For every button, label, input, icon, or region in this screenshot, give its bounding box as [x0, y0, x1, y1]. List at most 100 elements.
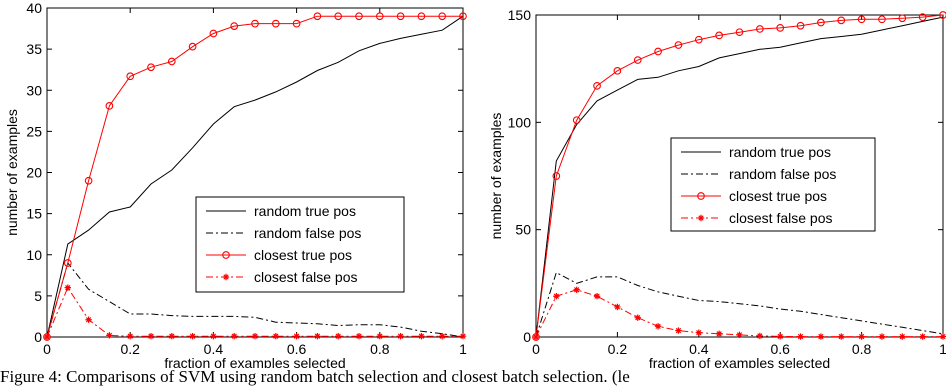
data-point — [939, 333, 946, 340]
data-point — [147, 332, 155, 340]
legend-label: random true pos — [254, 203, 356, 219]
data-point — [375, 12, 384, 21]
series-random-false-pos — [535, 271, 944, 338]
x-tick-label: 1 — [459, 341, 467, 357]
data-point — [396, 12, 405, 21]
data-point — [64, 284, 71, 291]
x-tick-label: 0.8 — [370, 341, 390, 357]
data-point — [459, 12, 467, 21]
series-line — [46, 15, 464, 338]
data-point — [126, 72, 135, 81]
series-random-true-pos — [535, 16, 944, 338]
x-tick-label: 0 — [532, 341, 540, 357]
data-point — [633, 56, 642, 64]
y-tick-label: 35 — [26, 41, 42, 57]
chart-right: 0 0.2 0.4 0.6 0.8 1 0 50 100 150 fraction of examp… — [488, 7, 946, 368]
data-point — [147, 63, 155, 72]
data-point — [84, 176, 93, 185]
legend-swatch-marker — [222, 273, 230, 281]
legend-swatch-marker — [222, 251, 230, 259]
data-point — [654, 47, 662, 56]
legend-box — [195, 196, 405, 293]
data-point — [593, 81, 601, 90]
data-point — [188, 42, 197, 51]
y-tick-label: 40 — [26, 0, 42, 16]
data-point — [418, 332, 425, 340]
data-point — [857, 15, 866, 24]
y-tick-label: 50 — [515, 222, 531, 238]
data-point — [695, 329, 702, 336]
data-point — [674, 41, 683, 49]
data-point — [918, 13, 927, 21]
data-point — [939, 11, 946, 19]
series-line — [535, 14, 944, 338]
legend-box — [670, 137, 876, 232]
data-point — [573, 286, 580, 293]
legend: random true pos random false pos closest t… — [670, 137, 876, 232]
series-line — [535, 271, 944, 338]
data-point — [314, 332, 321, 340]
data-point — [776, 24, 785, 32]
data-point — [715, 31, 723, 40]
data-point — [43, 333, 51, 341]
data-point — [878, 15, 886, 24]
data-point — [878, 333, 886, 340]
legend-label: closest true pos — [254, 247, 352, 263]
legend-label: random true pos — [729, 144, 831, 160]
x-tick-label: 0.4 — [204, 341, 224, 357]
y-axis-label: number of examples — [488, 113, 504, 240]
figure-caption: Figure 4: Comparisons of SVM using rando… — [0, 367, 630, 386]
data-point — [210, 332, 217, 340]
data-point — [209, 29, 218, 38]
data-point — [817, 333, 825, 340]
data-point — [230, 22, 239, 30]
x-tick-label: 0.2 — [608, 341, 628, 357]
series-line — [535, 16, 944, 338]
x-axis-label: fraction of examples selected — [164, 355, 345, 368]
legend-swatch-marker — [697, 192, 705, 200]
data-point — [355, 12, 363, 21]
series-line — [46, 286, 463, 338]
data-point — [43, 333, 51, 341]
x-tick-label: 0.6 — [770, 341, 790, 357]
data-point — [106, 332, 113, 339]
data-point — [654, 323, 662, 330]
data-point — [313, 12, 322, 21]
data-point — [105, 102, 114, 110]
y-tick-label: 0 — [34, 329, 42, 345]
y-tick-label: 25 — [26, 123, 42, 139]
series-closest-false-pos — [532, 286, 946, 341]
y-tick-label: 150 — [508, 7, 532, 23]
data-point — [715, 330, 723, 337]
data-point — [168, 332, 175, 340]
data-point — [817, 18, 825, 27]
data-point — [552, 172, 561, 180]
data-point — [85, 316, 92, 323]
data-point — [439, 332, 446, 340]
data-point — [292, 19, 301, 28]
data-point — [797, 333, 804, 340]
data-point — [553, 293, 560, 300]
data-point — [251, 19, 259, 28]
data-point — [438, 12, 447, 21]
data-point — [293, 332, 300, 340]
data-point — [334, 12, 343, 21]
series-closest-true-pos — [532, 11, 946, 341]
series-line — [535, 289, 943, 338]
data-point — [231, 332, 238, 340]
data-point — [777, 333, 784, 340]
data-point — [251, 332, 259, 340]
legend: random true pos random false pos closest t… — [195, 196, 405, 293]
data-point — [898, 14, 907, 23]
y-tick-label: 30 — [26, 82, 42, 98]
x-tick-label: 0.8 — [852, 341, 872, 357]
series-random-false-pos — [46, 261, 464, 338]
y-tick-label: 100 — [508, 114, 532, 130]
x-tick-label: 1 — [939, 341, 946, 357]
legend-label: random false pos — [729, 166, 836, 182]
y-tick-label: 0 — [523, 329, 531, 345]
legend-label: closest true pos — [729, 188, 827, 204]
y-tick-label: 15 — [26, 206, 42, 222]
data-point — [127, 332, 134, 340]
data-point — [532, 333, 540, 341]
